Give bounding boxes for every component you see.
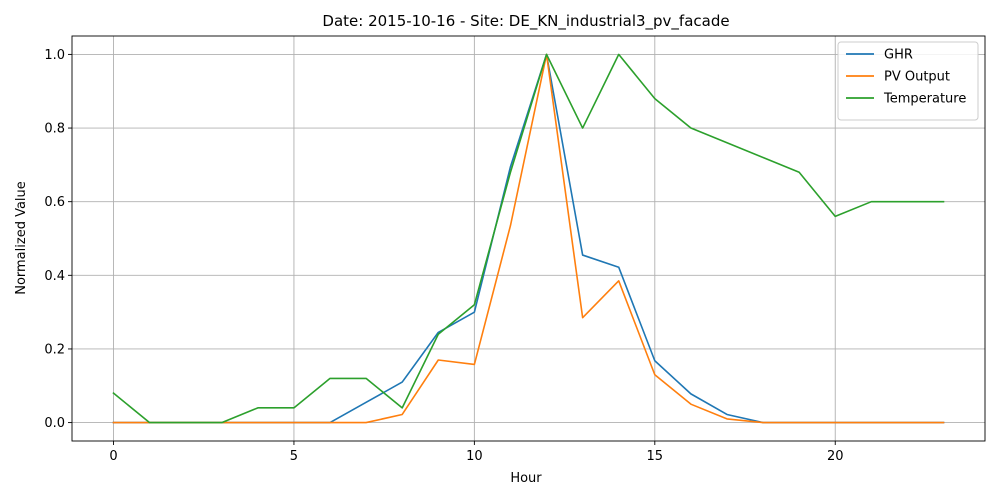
y-tick-label: 0.4 (44, 269, 65, 284)
series-group (112, 53, 945, 424)
legend: GHR PV Output Temperature (837, 41, 979, 121)
series-line-temperature (112, 53, 945, 424)
x-tick-label: 0 (109, 449, 117, 464)
ticks: 0 5 10 15 20 0.0 0.2 0.4 0.6 0.8 1.0 (44, 48, 843, 464)
grid (72, 36, 985, 441)
legend-label-pv-output: PV Output (884, 70, 950, 85)
x-tick-label: 20 (827, 449, 844, 464)
legend-box (837, 41, 979, 121)
y-tick-label: 0.8 (44, 122, 65, 137)
legend-label-ghr: GHR (884, 48, 913, 63)
y-tick-label: 0.6 (44, 195, 65, 210)
series-line-pv-output (112, 53, 945, 424)
legend-label-temperature: Temperature (883, 92, 966, 107)
x-tick-label: 10 (466, 449, 483, 464)
y-axis-title: Normalized Value (14, 181, 29, 295)
x-axis-title: Hour (510, 471, 542, 486)
x-tick-label: 5 (290, 449, 298, 464)
plot-frame (71, 35, 986, 442)
y-tick-label: 1.0 (44, 48, 65, 63)
x-tick-label: 15 (647, 449, 664, 464)
chart-title: Date: 2015-10-16 - Site: DE_KN_industria… (322, 12, 729, 31)
y-tick-label: 0.2 (44, 342, 65, 357)
y-tick-label: 0.0 (44, 416, 65, 431)
